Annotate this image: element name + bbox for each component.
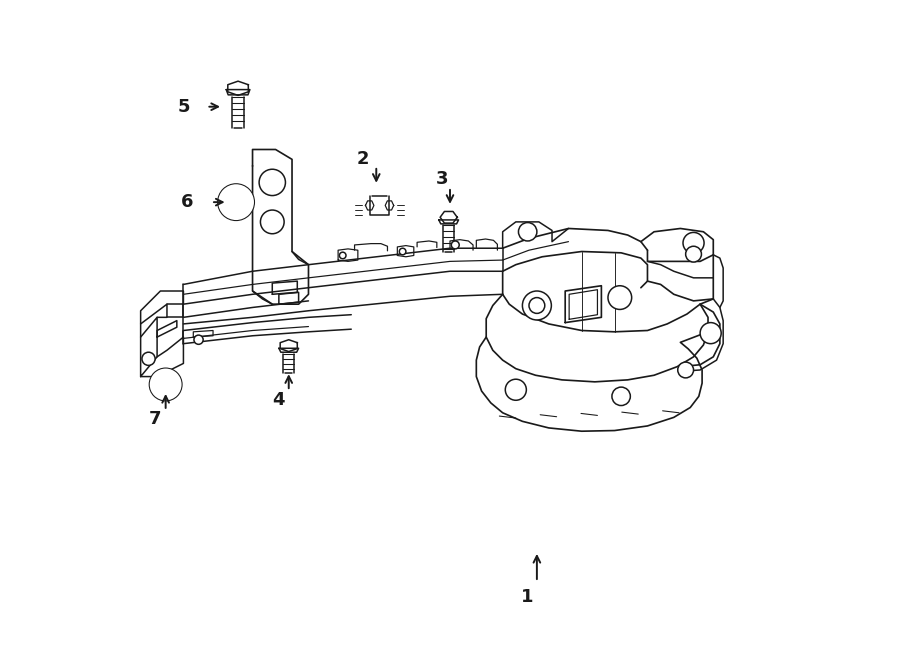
Circle shape bbox=[678, 362, 694, 378]
Circle shape bbox=[700, 323, 721, 344]
Circle shape bbox=[259, 169, 285, 196]
Text: 2: 2 bbox=[357, 150, 369, 169]
Circle shape bbox=[221, 188, 250, 217]
Text: 6: 6 bbox=[181, 193, 193, 211]
Circle shape bbox=[612, 387, 630, 406]
Circle shape bbox=[518, 223, 537, 241]
Circle shape bbox=[400, 249, 406, 254]
Circle shape bbox=[529, 297, 544, 313]
Circle shape bbox=[683, 233, 704, 253]
Circle shape bbox=[608, 286, 632, 309]
Circle shape bbox=[142, 352, 155, 366]
Circle shape bbox=[505, 379, 526, 401]
Circle shape bbox=[339, 253, 346, 258]
Circle shape bbox=[686, 247, 701, 262]
Circle shape bbox=[451, 241, 459, 249]
Circle shape bbox=[194, 335, 203, 344]
Circle shape bbox=[260, 210, 284, 234]
Circle shape bbox=[218, 184, 255, 221]
Circle shape bbox=[152, 371, 179, 398]
Text: 1: 1 bbox=[521, 588, 534, 606]
Circle shape bbox=[149, 368, 182, 401]
Circle shape bbox=[522, 291, 552, 320]
Text: 3: 3 bbox=[436, 170, 448, 188]
Text: 4: 4 bbox=[273, 391, 285, 408]
Text: 5: 5 bbox=[177, 98, 190, 116]
Text: 7: 7 bbox=[148, 410, 161, 428]
